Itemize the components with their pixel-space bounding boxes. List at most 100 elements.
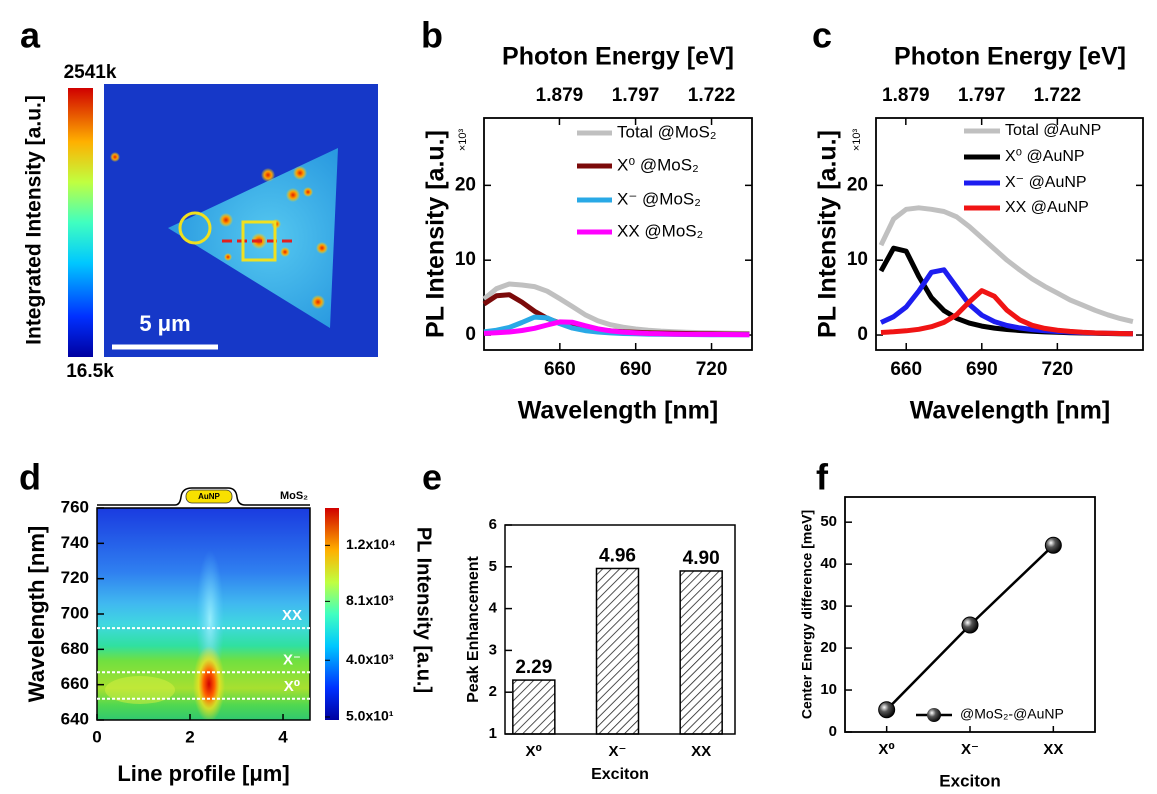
y-multiplier: ×10³ <box>851 129 863 152</box>
x-tick-label: 660 <box>544 359 576 380</box>
y-axis-title: PL Intensity [a.u.] <box>422 130 450 338</box>
x-axis-title: Wavelength [nm] <box>910 397 1110 425</box>
x2-tick-label: 1.722 <box>688 85 736 106</box>
bar <box>512 679 556 735</box>
x-tick-label: 2 <box>185 727 194 746</box>
y-tick-label: 640 <box>61 709 89 728</box>
x-tick-label: 690 <box>966 359 998 380</box>
marker <box>961 616 979 634</box>
series-line <box>483 319 750 338</box>
x-tick-label: X⁻ <box>961 741 979 758</box>
marker <box>878 701 896 719</box>
x2-tick-label: 1.797 <box>958 85 1006 106</box>
y-tick-label: 50 <box>820 513 837 530</box>
plot-frame <box>483 117 753 351</box>
legend-label: X⁰ @AuNP <box>1005 148 1085 165</box>
x-tick-label: 720 <box>696 359 728 380</box>
schematic-label: MoS₂ <box>280 490 308 502</box>
value-label: 4.90 <box>683 548 720 569</box>
marker <box>1044 536 1062 554</box>
colorbar-tick-label: 1.2x10⁴ <box>346 536 396 552</box>
panel-letter: d <box>19 457 41 498</box>
panel-letter: f <box>816 457 829 498</box>
x-tick-label: XX <box>691 743 711 760</box>
colorbar-label: PL Intensity [a.u.] <box>413 527 435 693</box>
annotation-label: X⁰ <box>284 678 301 695</box>
plot-frame <box>504 524 736 735</box>
series-line <box>482 281 750 336</box>
x2-tick-label: 1.879 <box>536 85 584 106</box>
y-tick-label: 660 <box>61 674 89 693</box>
value-label: 2.29 <box>515 657 552 678</box>
y-tick-label: 20 <box>455 174 476 195</box>
x2-tick-label: 1.879 <box>882 85 930 106</box>
scale-bar-label: 5 μm <box>139 311 190 336</box>
x-axis-title: Exciton <box>591 766 649 783</box>
y-tick-label: 10 <box>820 681 837 698</box>
bar <box>679 570 723 735</box>
plot-frame <box>844 496 1096 733</box>
panel-letter: a <box>20 15 41 56</box>
y-tick-label: 3 <box>489 641 497 658</box>
x-tick-label: 720 <box>1042 359 1074 380</box>
panel-letter: b <box>421 15 443 56</box>
x-axis-title: Wavelength [nm] <box>518 397 718 425</box>
x-tick-label: X⁰ <box>526 743 543 760</box>
y-tick-label: 760 <box>61 497 89 516</box>
annotation-label: XX <box>282 607 302 624</box>
y-tick-label: 5 <box>489 558 497 575</box>
panel-letter: e <box>422 457 442 498</box>
x-tick-label: 0 <box>92 727 101 746</box>
sample-map <box>68 84 378 357</box>
bar <box>595 567 640 735</box>
y-tick-label: 1 <box>489 725 497 742</box>
y-axis-title: Wavelength [nm] <box>24 526 49 702</box>
x-tick-label: 4 <box>278 727 288 746</box>
y-tick-label: 30 <box>820 597 837 614</box>
y-axis-title: Peak Enhancement <box>465 555 482 702</box>
legend-label: Total @AuNP <box>1005 122 1101 139</box>
x-tick-label: 660 <box>890 359 922 380</box>
value-label: 4.96 <box>599 545 636 566</box>
x-tick-label: X⁰ <box>878 741 895 758</box>
colorbar-tick-label: 4.0x10³ <box>346 651 394 667</box>
panel-letter: c <box>812 15 832 56</box>
y-axis-title: PL Intensity [a.u.] <box>814 130 842 338</box>
x-tick-label: 690 <box>620 359 652 380</box>
y-multiplier: ×10³ <box>457 129 469 152</box>
legend-marker <box>927 708 941 722</box>
x-axis-title: Exciton <box>939 771 1000 790</box>
y-tick-label: 0 <box>857 324 868 345</box>
y-tick-label: 40 <box>820 555 837 572</box>
colorbar-tick-label: 5.0x10¹ <box>346 708 394 724</box>
y-tick-label: 720 <box>61 568 89 587</box>
series-line <box>878 205 1134 325</box>
legend-label: XX @MoS₂ <box>617 221 703 240</box>
y-tick-label: 680 <box>61 639 89 658</box>
y-tick-label: 2 <box>489 683 497 700</box>
colorbar-tick-label: 16.5k <box>66 361 114 382</box>
legend-label: X⁰ @MoS₂ <box>617 155 699 174</box>
y-tick-label: 740 <box>61 533 89 552</box>
colorbar-tick-label: 8.1x10³ <box>346 592 394 608</box>
y-tick-label: 20 <box>847 174 868 195</box>
schematic <box>97 487 339 720</box>
plot-frame <box>875 117 1144 351</box>
x2-tick-label: 1.797 <box>612 85 660 106</box>
top-axis-title: Photon Energy [eV] <box>894 43 1126 71</box>
heatmap-image <box>97 508 310 720</box>
colorbar-label: Integrated Intensity [a.u.] <box>23 95 46 345</box>
legend-label: X⁻ @AuNP <box>1005 174 1087 191</box>
y-tick-label: 0 <box>465 324 476 345</box>
legend-label: Total @MoS₂ <box>617 122 716 141</box>
series-line <box>880 288 1133 337</box>
x-tick-label: X⁻ <box>609 743 627 760</box>
annotation-label: X⁻ <box>283 651 301 668</box>
y-tick-label: 10 <box>455 249 476 270</box>
legend-label: X⁻ @MoS₂ <box>617 189 701 208</box>
y-tick-label: 6 <box>489 516 497 533</box>
legend-label: @MoS₂-@AuNP <box>960 706 1064 722</box>
y-tick-label: 10 <box>847 249 868 270</box>
